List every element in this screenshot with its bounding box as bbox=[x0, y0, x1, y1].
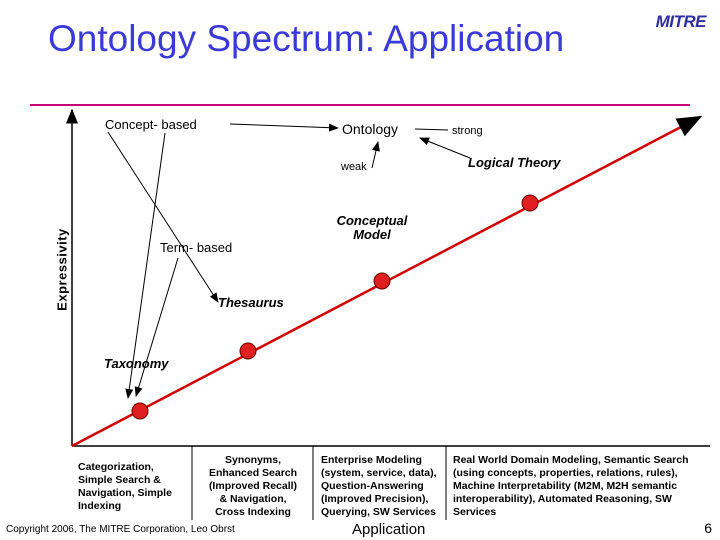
arrow-ontology-to-strong bbox=[414, 128, 449, 131]
application-cell-conceptual-model: Enterprise Modeling (system, service, da… bbox=[321, 454, 437, 518]
ontology-label: Ontology bbox=[342, 121, 399, 137]
taxonomy-label: Taxonomy bbox=[104, 356, 169, 371]
application-cell-taxonomy: Categorization, Simple Search & Navigati… bbox=[78, 461, 172, 512]
conceptual-model-label: Conceptual Model bbox=[336, 213, 408, 242]
mitre-logo: MITRE bbox=[655, 12, 707, 31]
thesaurus-marker bbox=[239, 342, 257, 360]
strong-label: strong bbox=[452, 125, 483, 137]
logical-theory-label: Logical Theory bbox=[468, 155, 561, 170]
x-axis-label: Application bbox=[352, 521, 426, 538]
application-cell-logical-theory: Real World Domain Modeling, Semantic Sea… bbox=[453, 454, 689, 518]
concept-based-label: Concept- based bbox=[105, 117, 197, 132]
conceptual-model-marker bbox=[373, 272, 391, 290]
arrow-weak-to-ontology bbox=[371, 141, 380, 169]
copyright-footer: Copyright 2006, The MITRE Corporation, L… bbox=[6, 524, 235, 535]
logical-theory-marker bbox=[521, 194, 539, 212]
term-based-label: Term- based bbox=[160, 240, 233, 255]
arrow-concept-to-thesaurus bbox=[107, 131, 219, 303]
page-title: Ontology Spectrum: Application bbox=[48, 18, 565, 59]
arrow-term-to-taxonomy bbox=[134, 257, 179, 397]
arrow-concept-to-ontology bbox=[229, 123, 339, 132]
thesaurus-label: Thesaurus bbox=[218, 295, 284, 310]
application-cell-thesaurus: Synonyms, Enhanced Search (Improved Reca… bbox=[208, 454, 298, 518]
title-rule bbox=[30, 104, 690, 106]
arrow-logical-to-ontology bbox=[419, 137, 471, 159]
page-number: 6 bbox=[704, 520, 712, 536]
taxonomy-marker bbox=[131, 402, 149, 420]
y-axis-label: Expressivity bbox=[54, 228, 70, 311]
weak-label: weak bbox=[341, 161, 367, 173]
arrow-concept-to-taxonomy bbox=[125, 132, 166, 399]
